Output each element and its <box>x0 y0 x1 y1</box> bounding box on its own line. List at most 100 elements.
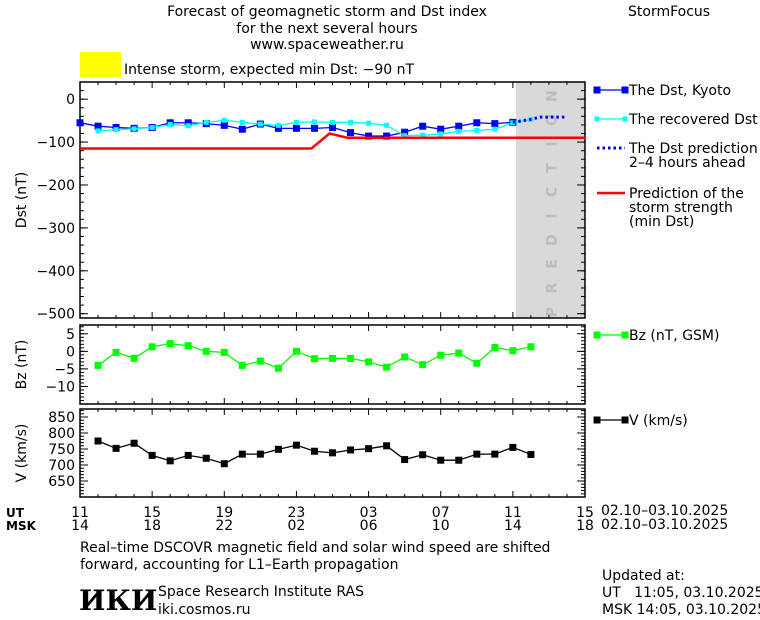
ut-tick-label: 19 <box>215 505 233 521</box>
data-point <box>420 132 426 138</box>
ut-tick-label: 03 <box>360 505 378 521</box>
data-point <box>113 127 119 133</box>
data-point <box>365 132 373 140</box>
data-point <box>329 123 336 131</box>
data-point <box>94 437 102 445</box>
prediction-zone <box>515 82 585 318</box>
data-point <box>401 353 409 361</box>
msk-tick-label: 10 <box>432 518 450 534</box>
data-point <box>383 132 391 140</box>
data-point <box>491 120 499 128</box>
prediction-zone-letter: T <box>544 163 560 173</box>
data-point <box>402 133 408 139</box>
updated-label: Updated at: <box>602 568 685 584</box>
data-point <box>148 343 156 351</box>
ut-tick-label: 07 <box>432 505 450 521</box>
data-point <box>148 451 156 459</box>
legend-label: The Dst prediction <box>628 141 758 157</box>
data-point <box>112 348 120 356</box>
data-point <box>202 347 210 355</box>
data-point <box>383 442 391 450</box>
data-point <box>510 120 516 126</box>
data-point <box>473 450 481 458</box>
institute-site-link[interactable]: iki.cosmos.ru <box>158 602 251 618</box>
brand-name: StormFocus <box>628 4 711 20</box>
data-point <box>238 125 246 133</box>
series-line <box>80 132 585 150</box>
data-point <box>384 122 390 128</box>
data-point <box>527 450 535 458</box>
title-url: www.spaceweather.ru <box>250 37 404 53</box>
updated-ut: UT 11:05, 03.10.2025 <box>602 585 760 601</box>
data-point <box>238 361 246 369</box>
data-point <box>473 119 481 127</box>
data-point <box>438 131 444 137</box>
data-point <box>220 460 228 468</box>
data-point <box>310 355 318 363</box>
msk-tick-label: 06 <box>360 518 378 534</box>
data-point <box>221 117 227 123</box>
ut-tick-label: 23 <box>288 505 306 521</box>
storm-level-indicator <box>80 52 121 77</box>
data-point <box>166 340 174 348</box>
data-point <box>131 126 137 132</box>
data-point <box>220 348 228 356</box>
data-point <box>202 454 210 462</box>
y-tick-label: 850 <box>48 410 75 426</box>
y-tick-label: −100 <box>37 135 75 151</box>
footer-note-line-1: Real–time DSCOVR magnetic field and sola… <box>80 540 551 556</box>
y-axis-label: Dst (nT) <box>14 172 30 228</box>
ut-tick-label: 15 <box>143 505 161 521</box>
data-point <box>94 122 102 130</box>
data-point <box>257 121 263 127</box>
msk-tick-label: 14 <box>504 518 522 534</box>
ut-date-range: 02.10–03.10.2025 <box>601 503 729 519</box>
series-line <box>512 115 567 124</box>
data-point <box>456 128 462 134</box>
data-point <box>239 119 245 125</box>
data-point <box>492 126 498 132</box>
msk-tick-label: 22 <box>215 518 233 534</box>
data-point <box>95 128 101 134</box>
data-point <box>383 363 391 371</box>
prediction-zone-letter: C <box>544 187 560 197</box>
panel-frame <box>79 324 586 405</box>
y-tick-label: 650 <box>48 474 75 490</box>
data-point <box>365 358 373 366</box>
data-point <box>329 354 336 362</box>
data-point <box>419 361 427 369</box>
data-point <box>310 124 318 132</box>
legend-marker <box>593 331 601 339</box>
prediction-zone-letter: N <box>544 90 560 102</box>
ut-axis-label: UT <box>6 506 24 520</box>
y-tick-label: −200 <box>37 178 75 194</box>
data-point <box>310 447 318 455</box>
prediction-zone-letter: I <box>544 141 560 146</box>
data-point <box>527 343 535 351</box>
prediction-zone-letter: E <box>544 259 560 269</box>
y-axis-label: V (km/s) <box>14 424 30 483</box>
data-point <box>185 123 191 129</box>
y-tick-label: −10 <box>45 379 75 395</box>
data-point <box>149 124 155 130</box>
y-tick-label: 0 <box>66 92 75 108</box>
prediction-zone-letter: R <box>544 282 560 293</box>
data-point <box>437 125 445 133</box>
data-point <box>292 441 300 449</box>
data-point <box>419 122 427 130</box>
y-tick-label: −400 <box>37 264 75 280</box>
updated-msk: MSK 14:05, 03.10.2025 <box>602 602 760 618</box>
prediction-zone-letter: P <box>544 307 560 317</box>
y-tick-label: −5 <box>54 362 75 378</box>
data-point <box>292 347 300 355</box>
y-axis-label: Bz (nT) <box>14 340 30 390</box>
y-tick-label: 5 <box>66 327 75 343</box>
legend-marker <box>594 116 600 122</box>
data-point <box>292 124 300 132</box>
data-point <box>347 446 355 454</box>
data-point <box>347 354 355 362</box>
data-point <box>348 119 354 125</box>
institute-name: Space Research Institute RAS <box>158 584 364 600</box>
panel-frame <box>79 81 586 319</box>
legend-marker <box>622 116 628 122</box>
